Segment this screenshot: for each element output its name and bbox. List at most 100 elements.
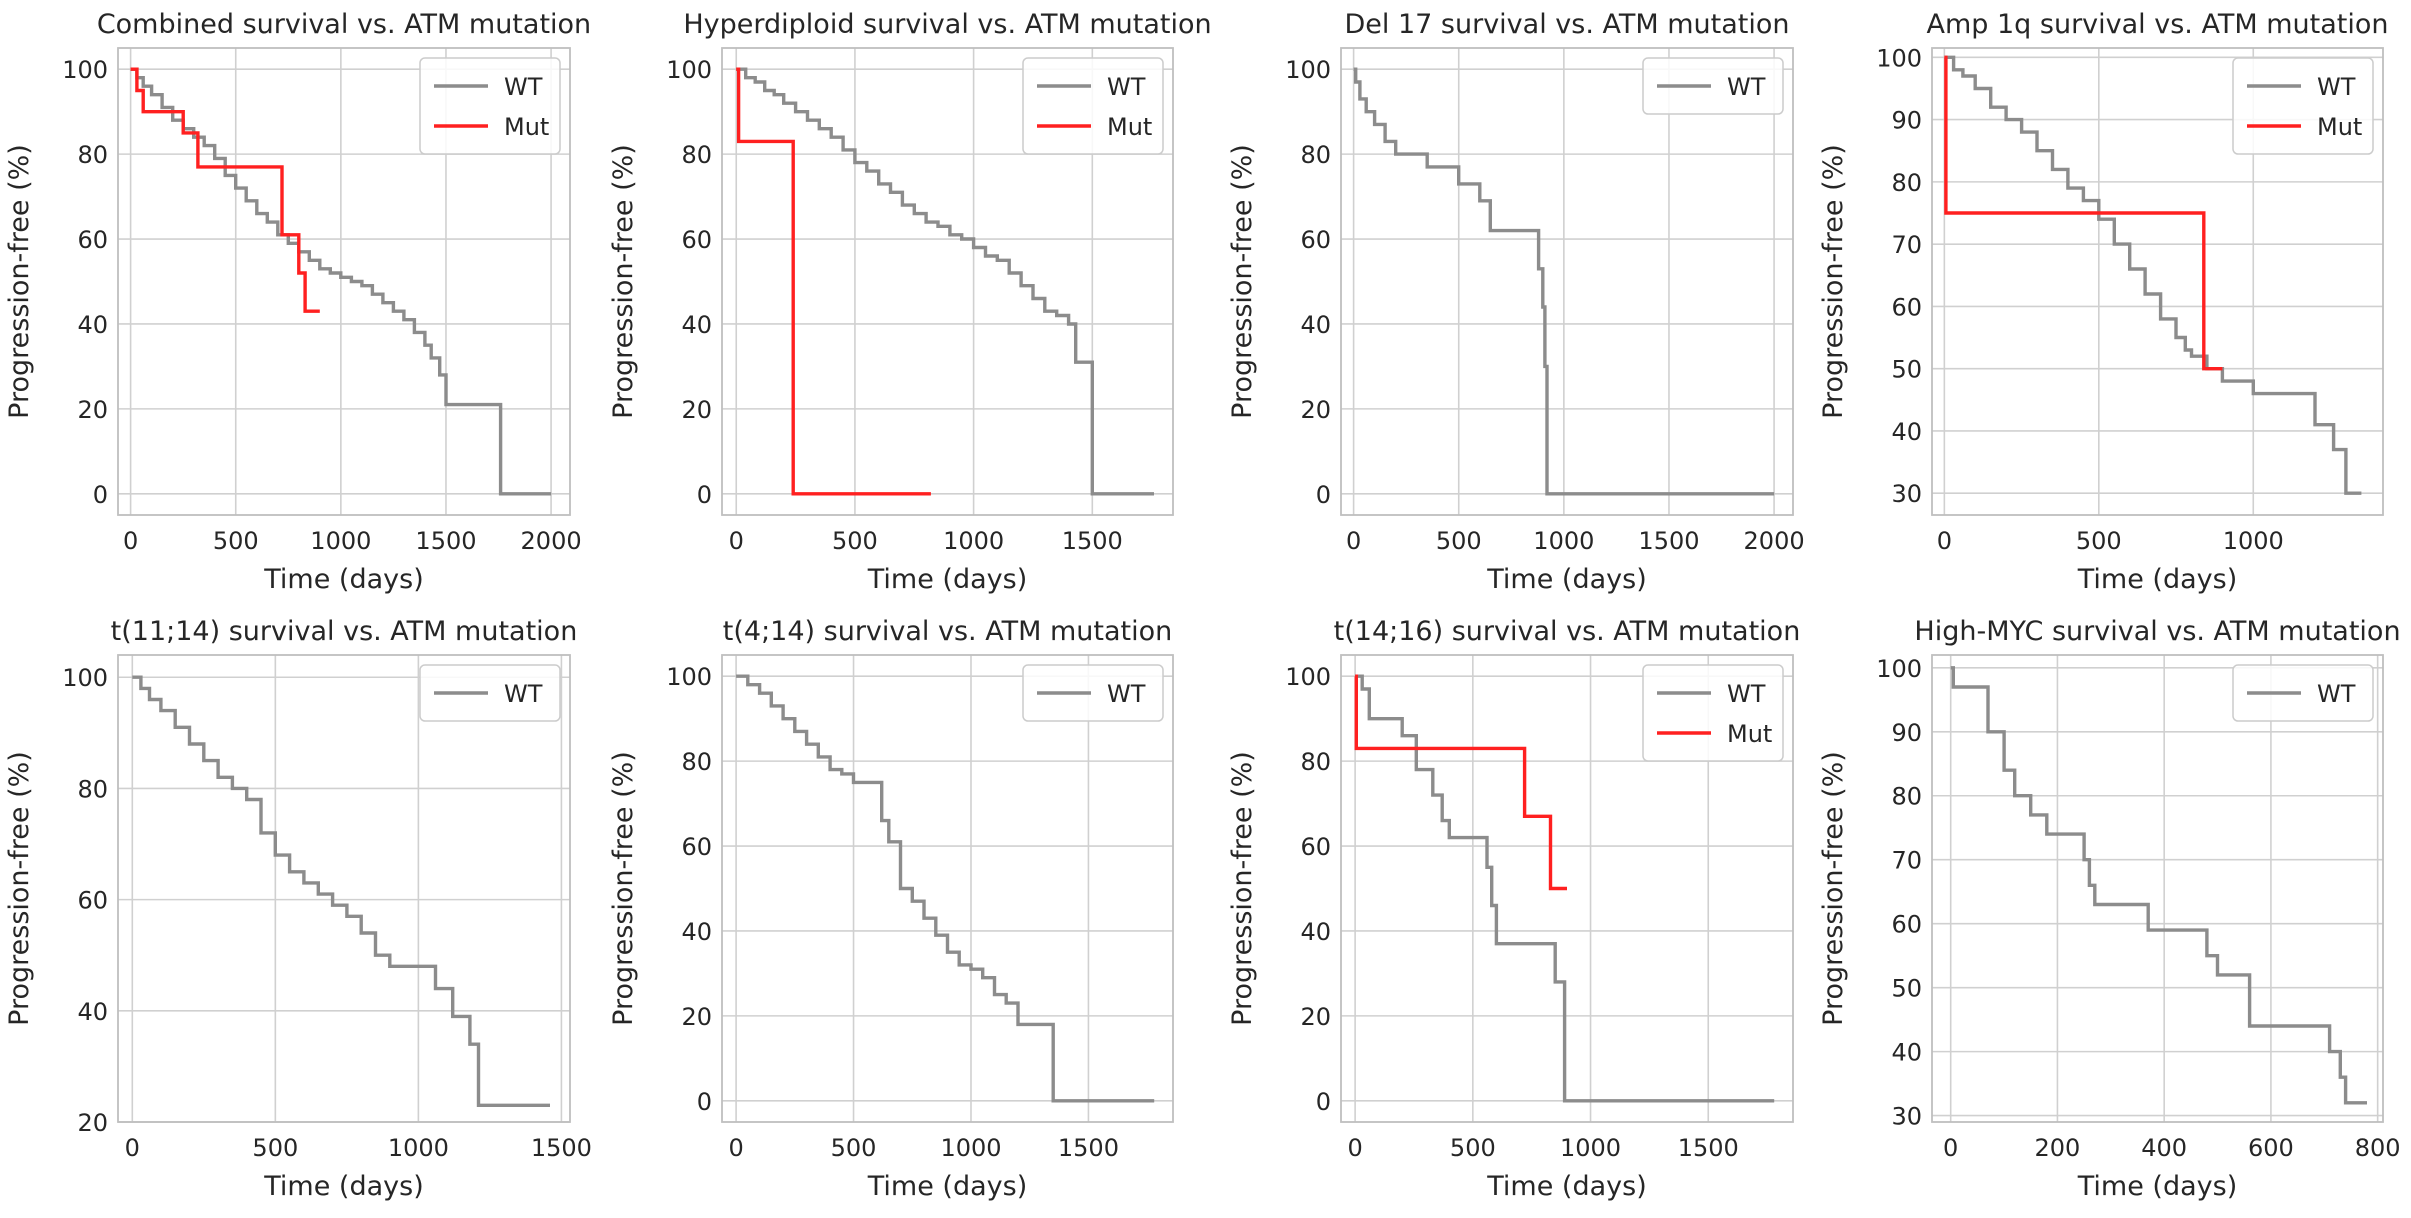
panel-7-legend-label-mut: Mut — [1727, 720, 1772, 748]
panel-2-x-tick-label: 500 — [832, 527, 878, 555]
panel-5-series-wt-line — [132, 675, 550, 1107]
panel-7-x-tick-label: 0 — [1347, 1134, 1362, 1162]
panel-2-y-tick-label: 100 — [666, 56, 712, 84]
panel-1-x-tick-label: 0 — [123, 527, 138, 555]
panel-6-y-tick-label: 0 — [697, 1088, 712, 1116]
panel-8-y-tick-label: 80 — [1891, 783, 1922, 811]
panel-6-legend-label-wt: WT — [1107, 680, 1146, 708]
panel-8-legend-label-wt: WT — [2317, 680, 2356, 708]
panel-1-y-tick-label: 0 — [93, 481, 108, 509]
panel-7-y-tick-label: 0 — [1316, 1088, 1331, 1116]
panel-5-x-tick-label: 0 — [125, 1134, 140, 1162]
panel-7-y-tick-label: 20 — [1300, 1003, 1331, 1031]
panel-3-x-axis-label: Time (days) — [1486, 564, 1646, 595]
panel-4-legend-label-wt: WT — [2317, 73, 2356, 101]
panel-1-y-axis-label: Progression-free (%) — [4, 144, 35, 419]
panel-5-plot-area — [118, 655, 570, 1122]
panel-2-frame — [721, 47, 1174, 516]
panel-2-y-tick-label: 20 — [681, 396, 712, 424]
panel-1-frame — [117, 47, 571, 516]
panel-8-x-axis-label: Time (days) — [2077, 1171, 2237, 1202]
panel-2-legend-label-mut: Mut — [1107, 113, 1152, 141]
panel-2-y-tick-label: 40 — [681, 311, 712, 339]
panel-4-y-tick-label: 90 — [1891, 107, 1922, 135]
panel-3-x-tick-label: 1000 — [1533, 527, 1594, 555]
panel-1-series-mut-line — [130, 67, 320, 313]
panel-5-frame — [117, 654, 571, 1123]
panel-8-y-axis-label: Progression-free (%) — [1818, 751, 1849, 1026]
panel-3-plot-area — [1341, 48, 1793, 515]
panel-8-x-tick-label: 200 — [2035, 1134, 2081, 1162]
panel-7-frame — [1340, 654, 1794, 1123]
panel-4-y-tick-label: 60 — [1891, 293, 1922, 321]
panel-5-y-tick-label: 80 — [77, 775, 108, 803]
panel-6-series-wt-line — [736, 674, 1155, 1103]
panel-4-y-tick-label: 70 — [1891, 231, 1922, 259]
panel-6-legend-box — [1022, 664, 1164, 722]
panel-5-y-tick-label: 100 — [62, 664, 108, 692]
panel-2-x-tick-label: 1000 — [943, 527, 1004, 555]
panel-3-y-tick-label: 60 — [1300, 226, 1331, 254]
panel-2-legend-label-wt: WT — [1107, 73, 1146, 101]
panel-5-x-tick-label: 1500 — [531, 1134, 592, 1162]
panel-5-y-axis-label: Progression-free (%) — [4, 751, 35, 1026]
panel-4-x-tick-label: 1000 — [2223, 527, 2284, 555]
panel-5-x-axis-label: Time (days) — [263, 1171, 423, 1202]
panel-1-y-tick-label: 20 — [77, 396, 108, 424]
panel-3-legend-label-wt: WT — [1727, 73, 1766, 101]
panel-6-x-axis-label: Time (days) — [867, 1171, 1027, 1202]
panel-5-legend-box — [419, 664, 561, 722]
panel-1-legend-label-wt: WT — [504, 73, 543, 101]
panel-3-title: Del 17 survival vs. ATM mutation — [1344, 9, 1789, 40]
panel-1-x-tick-label: 1500 — [415, 527, 476, 555]
panel-8-frame — [1931, 654, 2384, 1123]
panel-6-y-tick-label: 20 — [681, 1003, 712, 1031]
panel-7-y-tick-label: 40 — [1300, 918, 1331, 946]
panel-2-x-tick-label: 1500 — [1062, 527, 1123, 555]
panel-4-title: Amp 1q survival vs. ATM mutation — [1927, 9, 2389, 40]
panel-7-x-tick-label: 1500 — [1678, 1134, 1739, 1162]
panel-7-series-mut-line — [1354, 674, 1567, 891]
panel-4-y-axis-label: Progression-free (%) — [1818, 144, 1849, 419]
panel-7-legend-box — [1642, 664, 1784, 762]
panel-8-x-tick-label: 600 — [2248, 1134, 2294, 1162]
panel-8-legend-box — [2232, 664, 2374, 722]
panel-8-x-tick-label: 0 — [1943, 1134, 1958, 1162]
panel-1-x-tick-label: 2000 — [521, 527, 582, 555]
panel-7-x-tick-label: 1000 — [1560, 1134, 1621, 1162]
panel-6-frame — [721, 654, 1174, 1123]
panel-3-legend: WT — [1642, 57, 1784, 115]
panel-6-y-tick-label: 40 — [681, 918, 712, 946]
panel-3-del-17-survival-vs-atm-mutation: 0 500 1000 1500 2000 0 20 40 60 80 100 Del 17 survi… — [1227, 9, 1805, 595]
panel-8-legend: WT — [2232, 664, 2374, 722]
panel-8-y-tick-label: 30 — [1891, 1103, 1922, 1131]
panel-4-legend: WT Mut — [2232, 57, 2374, 155]
panel-6-x-tick-label: 1000 — [940, 1134, 1001, 1162]
panel-6-t-4-14-survival-vs-atm-mutation: 0 500 1000 1500 0 20 40 60 80 100 t(4;14) survival… — [608, 616, 1174, 1202]
panel-2-y-tick-label: 60 — [681, 226, 712, 254]
panel-5-title: t(11;14) survival vs. ATM mutation — [111, 616, 578, 647]
panel-1-y-tick-label: 100 — [62, 56, 108, 84]
panel-3-frame — [1340, 47, 1794, 516]
panel-3-y-tick-label: 0 — [1316, 481, 1331, 509]
panel-1-legend-box — [419, 57, 561, 155]
panel-8-y-tick-label: 50 — [1891, 975, 1922, 1003]
panel-4-series-wt-line — [1944, 55, 2362, 495]
panel-8-y-tick-label: 100 — [1876, 655, 1922, 683]
panel-4-legend-label-mut: Mut — [2317, 113, 2362, 141]
panel-3-series-wt-line — [1353, 67, 1775, 496]
panel-4-y-tick-label: 50 — [1891, 356, 1922, 384]
panel-6-y-tick-label: 100 — [666, 663, 712, 691]
panel-8-y-tick-label: 60 — [1891, 911, 1922, 939]
panel-2-legend: WT Mut — [1022, 57, 1164, 155]
panel-2-series-mut-line — [736, 67, 931, 496]
panel-4-legend-box — [2232, 57, 2374, 155]
panel-1-title: Combined survival vs. ATM mutation — [97, 9, 591, 40]
panel-7-x-axis-label: Time (days) — [1486, 1171, 1646, 1202]
panel-6-y-tick-label: 60 — [681, 833, 712, 861]
panel-4-y-tick-label: 80 — [1891, 169, 1922, 197]
panel-5-legend-label-wt: WT — [504, 680, 543, 708]
panel-2-title: Hyperdiploid survival vs. ATM mutation — [683, 9, 1211, 40]
